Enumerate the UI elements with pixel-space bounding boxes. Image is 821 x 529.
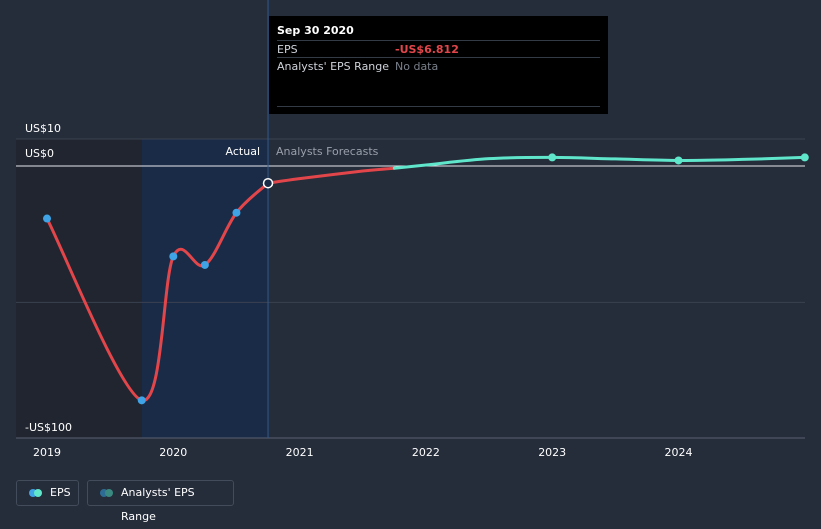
forecast-point-1 [674,156,683,165]
legend-eps-label: EPS [50,486,71,499]
x-tick-label-5: 2024 [665,446,693,459]
forecast-point-0 [548,153,557,162]
eps-point-3 [200,260,209,269]
y-tick-label-1: US$0 [25,147,54,160]
eps-tooltip: Sep 30 2020 EPS -US$6.812 Analysts' EPS … [269,16,608,114]
eps-point-0 [43,214,51,223]
x-tick-label-3: 2022 [412,446,440,459]
eps-point-5 [262,177,274,189]
eps-legend-icon [29,489,43,497]
legend-eps-button[interactable]: EPS [16,480,79,506]
x-tick-label-0: 2019 [33,446,61,459]
tooltip-row-eps: EPS -US$6.812 [277,40,600,58]
x-tick-label-1: 2020 [159,446,187,459]
eps-point-2 [169,252,178,261]
series-line-2 [392,155,807,170]
range-legend-icon [100,489,114,497]
actual-shade [141,139,269,438]
tooltip-eps-label: EPS [277,43,298,56]
tooltip-divider [277,106,600,107]
legend-range-label: Analysts' EPS Range [121,486,195,523]
tooltip-date: Sep 30 2020 [277,24,354,37]
tooltip-range-value: No data [395,60,439,73]
actual-label: Actual [226,145,260,158]
tooltip-row-range: Analysts' EPS Range No data [277,57,600,75]
x-tick-label-4: 2023 [538,446,566,459]
y-tick-label-2: -US$100 [25,421,72,434]
series-line-1 [266,166,396,185]
y-tick-label-0: US$10 [25,122,61,135]
tooltip-range-label: Analysts' EPS Range [277,60,390,73]
x-tick-label-2: 2021 [286,446,314,459]
eps-point-4 [232,208,241,217]
eps-point-1 [137,396,146,405]
legend-range-button[interactable]: Analysts' EPS Range [87,480,234,523]
forecast-label: Analysts Forecasts [276,145,379,158]
tooltip-eps-value: -US$6.812 [395,43,459,56]
forecast-point-2 [800,153,809,162]
